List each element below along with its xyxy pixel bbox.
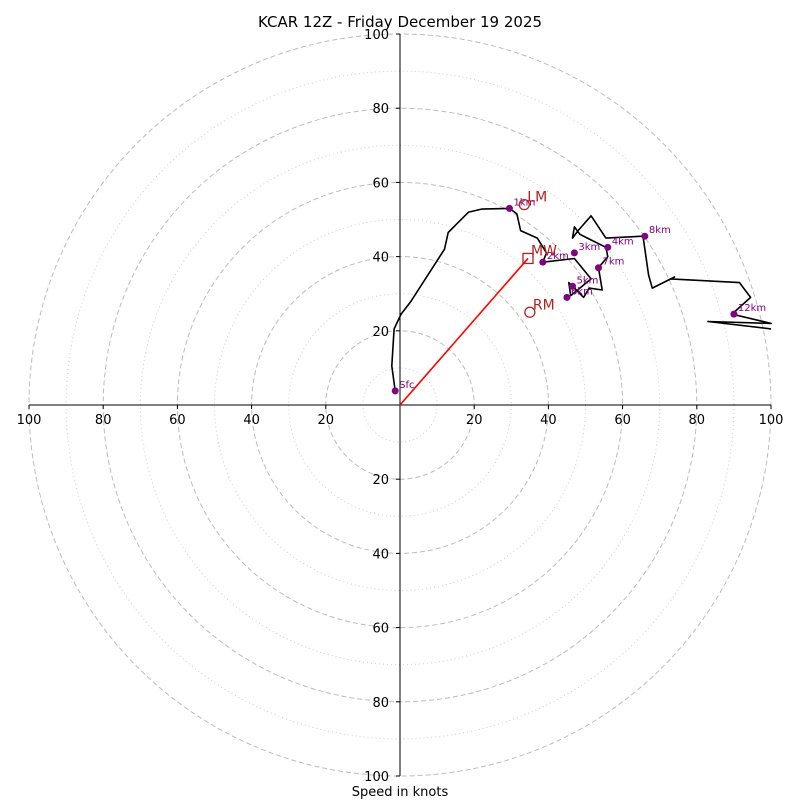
height-marker-6km [563, 293, 571, 301]
height-marker-2km [539, 258, 547, 266]
height-label-8km: 8km [649, 225, 671, 236]
x-tick-label: 80 [689, 413, 706, 428]
y-tick-label: 100 [364, 770, 389, 785]
hodograph-trace [390, 207, 772, 392]
x-tick-label: 20 [318, 413, 335, 428]
storm-motion-marker-rm [524, 306, 536, 318]
y-tick-label: 80 [372, 102, 389, 117]
x-tick-label: 80 [95, 413, 112, 428]
storm-motion-markers: LM MW RM [518, 190, 557, 318]
height-marker-7km [594, 264, 602, 272]
y-tick-label: 100 [364, 28, 389, 43]
storm-motion-label-lm: LM [527, 190, 547, 206]
x-tick-label: 40 [243, 413, 260, 428]
height-label-1km: 1km [513, 197, 535, 208]
height-label-6km: 6km [571, 286, 593, 297]
height-marker-4km [604, 243, 612, 251]
height-label-5km: 5km [577, 275, 599, 286]
height-label-12km: 12km [738, 303, 766, 314]
y-tick-label: 60 [372, 622, 389, 637]
x-tick-label: 100 [17, 413, 42, 428]
x-tick-label: 100 [759, 413, 784, 428]
y-tick-label: 40 [372, 547, 389, 562]
hodograph-trace-group [390, 207, 772, 392]
y-tick-label: 40 [372, 251, 389, 266]
storm-motion-label-rm: RM [533, 297, 555, 313]
height-marker-3km [570, 249, 578, 257]
mean-wind-vector-group [399, 257, 529, 406]
height-label-3km: 3km [578, 242, 600, 253]
storm-motion-marker-mw [522, 252, 534, 265]
height-marker-12km [730, 310, 738, 318]
height-label-sfc: Sfc [399, 380, 414, 391]
x-tick-label: 60 [614, 413, 631, 428]
height-marker-8km [641, 232, 649, 240]
height-marker-sfc [391, 387, 399, 395]
y-tick-label: 20 [372, 473, 389, 488]
height-marker-1km [505, 204, 513, 212]
height-label-2km: 2km [547, 251, 569, 262]
height-label-4km: 4km [612, 236, 634, 247]
x-tick-label: 60 [169, 413, 186, 428]
x-tick-label: 20 [466, 413, 483, 428]
x-axis-label: Speed in knots [352, 785, 449, 800]
y-tick-label: 80 [372, 696, 389, 711]
x-tick-label: 40 [540, 413, 557, 428]
tick-labels: 100 80 60 40 20 20 40 60 80 100 100 80 60 40 20 20 40 60 8… [17, 28, 784, 785]
y-tick-label: 60 [372, 176, 389, 191]
chart-title: KCAR 12Z - Friday December 19 2025 [258, 13, 542, 31]
storm-motion-label-mw: MW [531, 243, 557, 259]
height-label-7km: 7km [602, 257, 624, 268]
y-tick-label: 20 [372, 325, 389, 340]
height-marker-5km [569, 282, 577, 290]
mean-wind-vector [399, 257, 529, 406]
storm-motion-marker-lm [518, 199, 530, 211]
